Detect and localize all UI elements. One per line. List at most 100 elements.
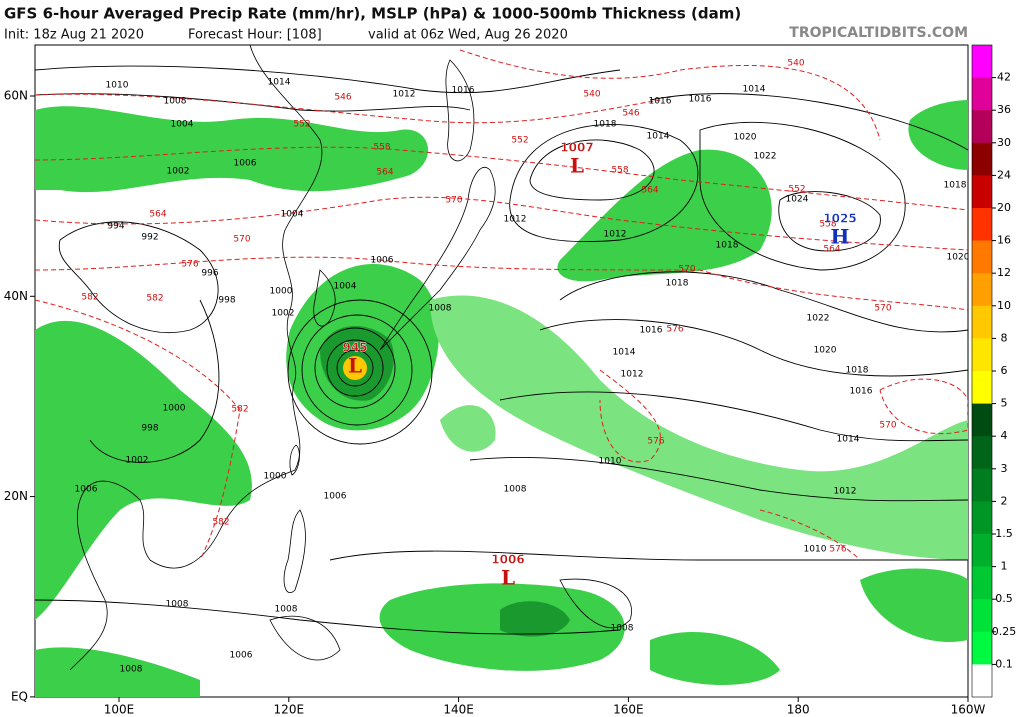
colorbar-swatch (972, 45, 992, 78)
isobar-label: 1010 (599, 457, 622, 467)
center-letter: L (570, 154, 584, 178)
colorbar-label: 0.1 (995, 657, 1013, 670)
colorbar-label: 6 (1001, 364, 1008, 377)
lat-label: 40N (4, 289, 28, 303)
colorbar-label: 0.25 (992, 625, 1017, 638)
thickness-label: 576 (647, 437, 664, 447)
thickness-label: 582 (212, 518, 229, 528)
isobar-label: 1008 (429, 304, 452, 314)
isobar-label: 1018 (666, 279, 689, 289)
isobar-label: 1020 (734, 133, 757, 143)
center-pressure: 1025 (823, 212, 856, 226)
colorbar-swatch (972, 208, 992, 241)
thickness-label: 546 (334, 93, 351, 103)
isobar-label: 1002 (126, 456, 149, 466)
thickness-label: 540 (787, 59, 804, 69)
isobar-label: 1012 (393, 90, 416, 100)
thickness-label: 576 (829, 545, 846, 555)
lon-label: 140E (443, 703, 474, 717)
isobar-label: 1014 (613, 348, 636, 358)
isobar-label: 1022 (754, 152, 777, 162)
thickness-label: 576 (181, 260, 198, 270)
thickness-label: 564 (149, 210, 166, 220)
isobar-label: 1012 (621, 370, 644, 380)
colorbar-label: 2 (1001, 494, 1008, 507)
colorbar-swatch (972, 664, 992, 698)
colorbar-swatch (972, 599, 992, 633)
isobar-label: 1014 (268, 78, 291, 88)
thickness-labels: 546 552 558 564 570 576 570 582 582 540 540 546 552 5… (81, 59, 896, 555)
map-layers: 1010 1014 1012 1016 1016 1016 1014 1018 1014 1020… (35, 45, 970, 697)
isobar-label: 1006 (371, 256, 394, 266)
colorbar-label: 20 (997, 201, 1011, 214)
colorbar-swatch (972, 403, 992, 437)
map-title: GFS 6-hour Averaged Precip Rate (mm/hr),… (4, 5, 741, 23)
isobar-label: 1018 (716, 241, 739, 251)
isobar-label: 1004 (334, 282, 357, 292)
isobar-label: 1012 (504, 215, 527, 225)
thickness-label: 552 (788, 185, 805, 195)
thickness-label: 558 (611, 166, 628, 176)
colorbar-label: 0.5 (995, 592, 1013, 605)
center-pressure: 1006 (491, 553, 524, 567)
colorbar-label: 24 (997, 168, 1011, 181)
lon-label: 180 (787, 703, 810, 717)
isobar-label: 1012 (604, 230, 627, 240)
lat-label: 20N (4, 489, 28, 503)
colorbar-label: 1.5 (995, 527, 1013, 540)
colorbar-label: 36 (997, 103, 1011, 116)
colorbar-swatch (972, 436, 992, 470)
colorbar-label: 30 (997, 136, 1011, 149)
colorbar-label: 4 (1001, 429, 1008, 442)
thickness-label: 570 (874, 304, 891, 314)
center-letter: L (501, 566, 515, 590)
thickness-label: 582 (81, 293, 98, 303)
isobar-label: 1004 (171, 120, 194, 130)
isobar-label: 1010 (804, 545, 827, 555)
colorbar-swatch (972, 534, 992, 567)
colorbar-swatch (972, 371, 992, 404)
thickness-label: 570 (445, 196, 462, 206)
colorbar-label: 12 (997, 266, 1011, 279)
center-letter: H (831, 225, 850, 249)
coastlines (69, 45, 632, 671)
thickness-label: 564 (641, 186, 658, 196)
center-letter: L (348, 354, 362, 378)
thickness-label: 546 (622, 109, 639, 119)
isobar-label: 994 (107, 222, 124, 232)
isobar-label: 996 (201, 269, 218, 279)
thickness-label: 570 (233, 235, 250, 245)
thickness-label: 582 (146, 294, 163, 304)
isobar-label: 1004 (281, 210, 304, 220)
init-time: Init: 18z Aug 21 2020 (4, 28, 144, 43)
colorbar-label: 5 (1001, 397, 1008, 410)
isobar-label: 1014 (647, 132, 670, 142)
colorbar-swatch (972, 175, 992, 209)
colorbar-swatch (972, 566, 992, 600)
isobar-label: 1018 (846, 366, 869, 376)
thickness-label: 564 (376, 168, 393, 178)
lon-label: 120E (274, 703, 305, 717)
colorbar-swatch (972, 77, 992, 111)
isobar-label: 1014 (837, 435, 860, 445)
center-pressure: 945 (342, 341, 367, 355)
isobar-labels: 1010 1014 1012 1016 1016 1016 1014 1018 1014 1020… (75, 78, 970, 675)
thickness-label: 564 (823, 245, 840, 255)
forecast-hour: Forecast Hour: [108] (188, 28, 322, 43)
isobar-label: 1008 (166, 600, 189, 610)
isobar-label: 1020 (814, 346, 837, 356)
isobar-label: 1016 (649, 97, 672, 107)
isobar-label: 1016 (452, 86, 475, 96)
thickness-label: 570 (678, 265, 695, 275)
isobar-label: 1000 (270, 287, 293, 297)
colorbar-swatch (972, 110, 992, 144)
map-axes: 60N 40N 20N EQ 100E 120E 140E 160E 180 160W (4, 89, 986, 717)
isobar-label: 1020 (947, 253, 970, 263)
isobar-label: 998 (141, 424, 158, 434)
isobar-label: 1016 (850, 387, 873, 397)
lon-label: 100E (104, 703, 135, 717)
colorbar-label: 10 (997, 299, 1011, 312)
colorbar-swatch (972, 338, 992, 372)
